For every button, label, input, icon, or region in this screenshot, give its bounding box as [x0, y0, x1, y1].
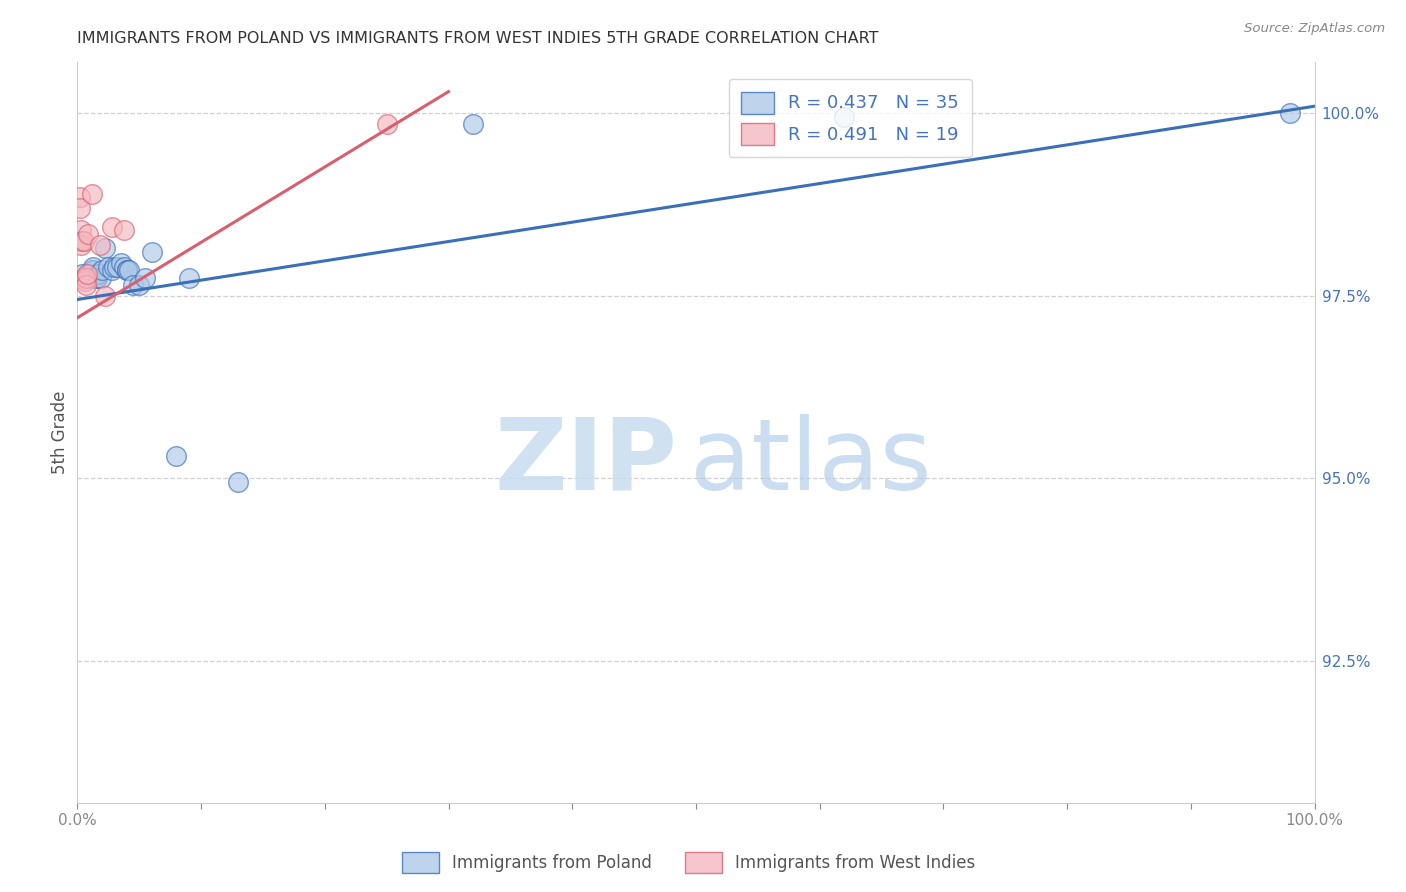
Point — [112, 260, 135, 274]
Point — [177, 270, 200, 285]
Point — [110, 256, 132, 270]
Point — [101, 219, 124, 234]
Point — [82, 263, 104, 277]
Point — [834, 110, 856, 124]
Point — [72, 270, 94, 285]
Point — [72, 267, 94, 281]
Point — [75, 270, 97, 285]
Point — [86, 270, 108, 285]
Point — [82, 186, 104, 201]
Point — [70, 223, 93, 237]
Legend: Immigrants from Poland, Immigrants from West Indies: Immigrants from Poland, Immigrants from … — [395, 846, 983, 880]
Point — [101, 263, 124, 277]
Point — [87, 267, 110, 281]
Point — [75, 270, 97, 285]
Point — [1278, 106, 1301, 120]
Legend: R = 0.437   N = 35, R = 0.491   N = 19: R = 0.437 N = 35, R = 0.491 N = 19 — [728, 78, 972, 157]
Point — [72, 234, 94, 248]
Text: Source: ZipAtlas.com: Source: ZipAtlas.com — [1244, 22, 1385, 36]
Y-axis label: 5th Grade: 5th Grade — [51, 391, 69, 475]
Point — [73, 270, 96, 285]
Point — [463, 118, 485, 132]
Text: IMMIGRANTS FROM POLAND VS IMMIGRANTS FROM WEST INDIES 5TH GRADE CORRELATION CHAR: IMMIGRANTS FROM POLAND VS IMMIGRANTS FRO… — [77, 31, 879, 46]
Point — [165, 450, 187, 464]
Point — [91, 263, 114, 277]
Point — [97, 260, 120, 274]
Point — [72, 234, 94, 248]
Text: ZIP: ZIP — [495, 414, 678, 511]
Point — [77, 267, 100, 281]
Point — [226, 475, 249, 489]
Point — [105, 260, 128, 274]
Point — [93, 242, 115, 256]
Point — [79, 270, 101, 285]
Point — [82, 263, 104, 277]
Point — [79, 270, 101, 285]
Point — [80, 267, 103, 281]
Point — [75, 277, 97, 292]
Point — [83, 270, 105, 285]
Text: atlas: atlas — [690, 414, 931, 511]
Point — [84, 270, 107, 285]
Point — [76, 267, 98, 281]
Point — [128, 277, 150, 292]
Point — [69, 202, 91, 216]
Point — [134, 270, 156, 285]
Point — [77, 227, 100, 241]
Point — [375, 118, 398, 132]
Point — [90, 270, 112, 285]
Point — [69, 190, 91, 204]
Point — [112, 223, 135, 237]
Point — [103, 260, 125, 274]
Point — [82, 260, 104, 274]
Point — [115, 263, 138, 277]
Point — [73, 274, 96, 288]
Point — [89, 237, 111, 252]
Point — [141, 245, 163, 260]
Point — [115, 263, 138, 277]
Point — [93, 289, 115, 303]
Point — [122, 277, 145, 292]
Point — [70, 237, 93, 252]
Point — [118, 263, 141, 277]
